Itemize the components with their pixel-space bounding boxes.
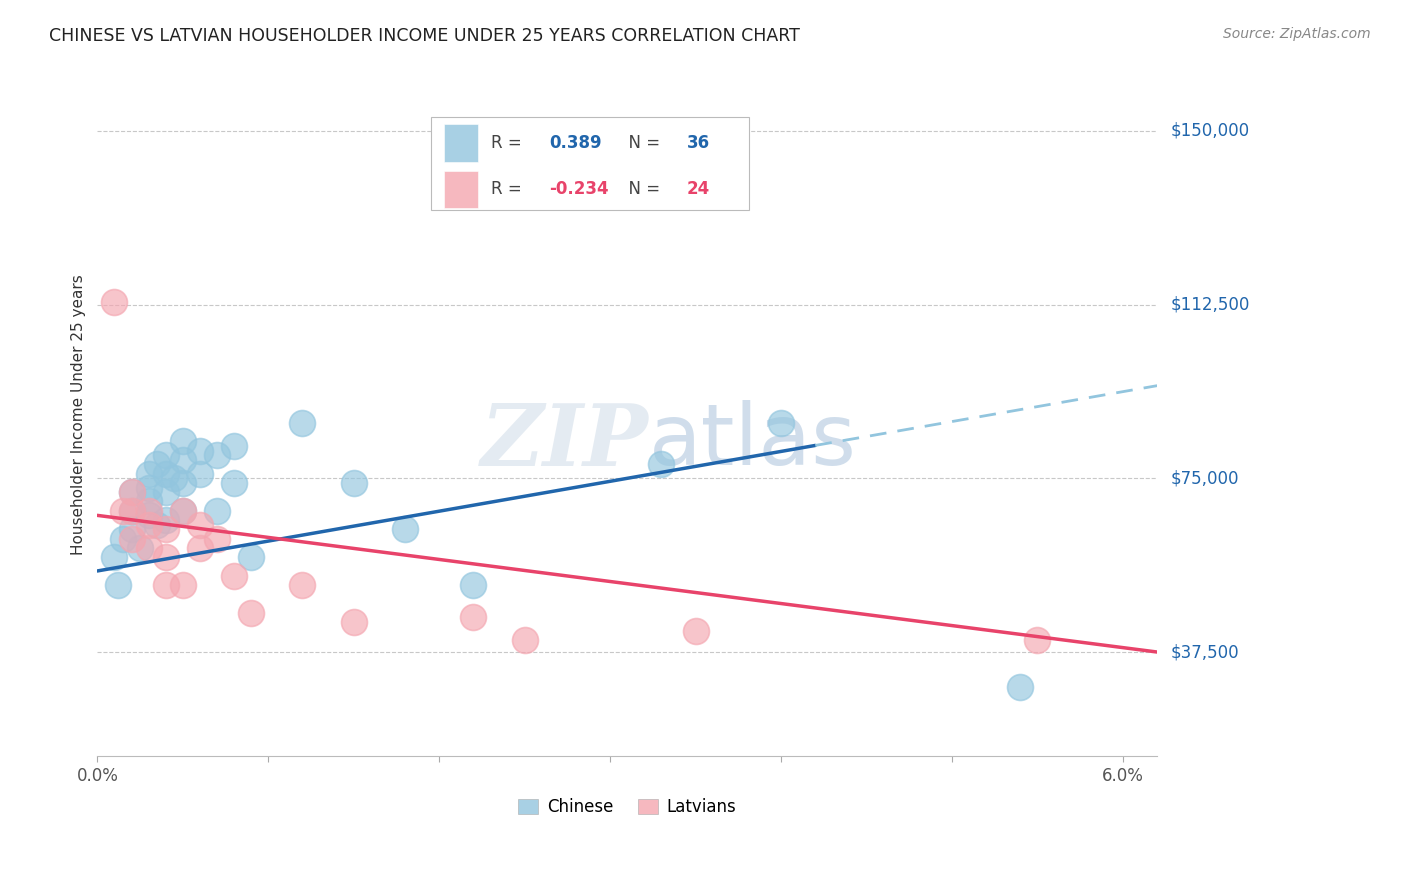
Point [146,517,169,532]
Point [463,578,485,592]
Point [155,522,177,536]
Point [121,532,143,546]
Point [155,485,177,500]
Point [138,517,160,532]
Point [394,522,416,536]
Point [343,475,366,490]
Text: R =: R = [491,134,526,153]
Point [222,475,245,490]
Point [111,532,134,546]
Point [513,633,536,648]
Point [222,439,245,453]
Point [146,458,169,472]
Text: -0.234: -0.234 [548,180,609,198]
Point [172,504,194,518]
Point [188,517,211,532]
Point [155,578,177,592]
Point [163,471,186,485]
Point [770,416,793,430]
Point [205,532,228,546]
Point [650,458,672,472]
Point [291,416,314,430]
Point [188,541,211,555]
Point [1010,680,1032,694]
FancyBboxPatch shape [444,124,478,162]
Point [188,467,211,481]
Point [155,467,177,481]
Point [121,485,143,500]
Point [205,504,228,518]
Point [155,448,177,462]
Point [121,522,143,536]
Point [138,541,160,555]
Point [107,578,129,592]
Point [172,578,194,592]
Point [103,295,125,310]
Text: atlas: atlas [648,401,856,483]
Point [685,624,707,639]
Point [172,452,194,467]
Point [463,610,485,624]
FancyBboxPatch shape [432,118,749,210]
Text: CHINESE VS LATVIAN HOUSEHOLDER INCOME UNDER 25 YEARS CORRELATION CHART: CHINESE VS LATVIAN HOUSEHOLDER INCOME UN… [49,27,800,45]
Point [188,443,211,458]
Point [172,504,194,518]
Text: N =: N = [617,134,665,153]
Point [205,448,228,462]
Point [172,434,194,449]
Point [121,504,143,518]
Point [138,494,160,508]
Text: R =: R = [491,180,526,198]
Text: 36: 36 [686,134,710,153]
Point [138,508,160,523]
Point [138,504,160,518]
Text: $37,500: $37,500 [1171,643,1240,661]
Point [129,541,152,555]
Text: 0.389: 0.389 [548,134,602,153]
Point [111,504,134,518]
Point [121,504,143,518]
Point [343,615,366,629]
Text: $75,000: $75,000 [1171,469,1240,487]
Point [155,513,177,527]
FancyBboxPatch shape [444,170,478,208]
Point [1026,633,1049,648]
Point [138,481,160,495]
Text: Source: ZipAtlas.com: Source: ZipAtlas.com [1223,27,1371,41]
Point [103,550,125,565]
Point [222,568,245,582]
Text: $150,000: $150,000 [1171,122,1250,140]
Text: $112,500: $112,500 [1171,295,1250,314]
Text: ZIP: ZIP [481,401,648,483]
Point [172,475,194,490]
Point [155,550,177,565]
Point [138,467,160,481]
Point [240,550,263,565]
Y-axis label: Householder Income Under 25 years: Householder Income Under 25 years [72,274,86,555]
Point [121,485,143,500]
Point [240,606,263,620]
Point [291,578,314,592]
Text: N =: N = [617,180,665,198]
Text: 24: 24 [686,180,710,198]
Legend: Chinese, Latvians: Chinese, Latvians [512,792,742,823]
